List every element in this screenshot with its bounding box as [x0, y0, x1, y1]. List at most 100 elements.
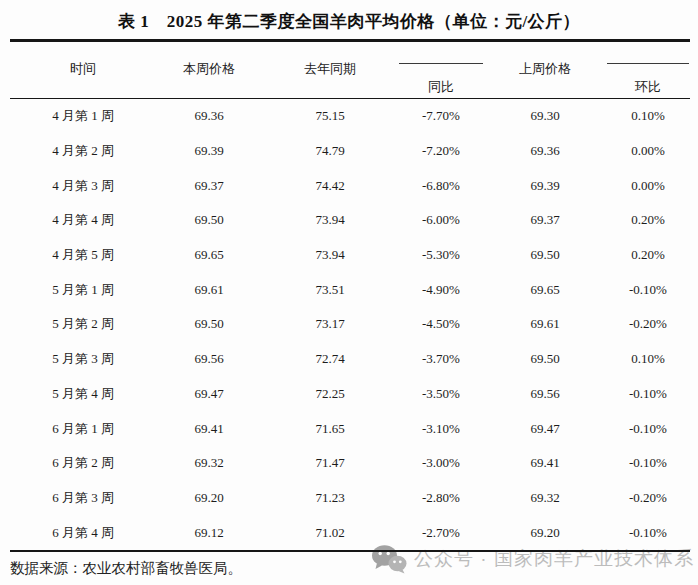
table-cell: 0.10%: [606, 351, 690, 367]
table-cell: 69.39: [156, 143, 262, 159]
table-body: 4 月第 1 周69.3675.15-7.70%69.300.10%4 月第 2…: [10, 99, 690, 550]
table-cell: 4 月第 1 周: [10, 107, 156, 125]
table-row: 5 月第 1 周69.6173.51-4.90%69.65-0.10%: [10, 272, 690, 307]
price-table: 时间 本周价格 去年同期 同比 上周价格 环比 4 月第 1 周69.3675.…: [10, 39, 690, 552]
table-cell: 5 月第 3 周: [10, 350, 156, 368]
table-bottom-rule: [10, 550, 690, 552]
table-cell: 4 月第 3 周: [10, 177, 156, 195]
table-cell: 6 月第 2 周: [10, 454, 156, 472]
table-cell: 69.36: [156, 108, 262, 124]
table-cell: 6 月第 4 周: [10, 524, 156, 542]
spanner-rule: [399, 63, 483, 64]
table-cell: 69.36: [484, 143, 606, 159]
table-cell: 0.20%: [606, 247, 690, 263]
table-cell: 72.74: [262, 351, 398, 367]
table-row: 5 月第 3 周69.5672.74-3.70%69.500.10%: [10, 342, 690, 377]
table-cell: 6 月第 3 周: [10, 489, 156, 507]
table-cell: -3.10%: [398, 421, 484, 437]
table-cell: -3.00%: [398, 455, 484, 471]
table-cell: 69.20: [156, 490, 262, 506]
table-cell: 5 月第 2 周: [10, 315, 156, 333]
column-header-yoy: 同比: [398, 42, 484, 98]
data-source-note: 数据来源：农业农村部畜牧兽医局。: [10, 559, 242, 578]
spanner-rule: [607, 63, 689, 64]
column-header-last-year-same-period: 去年同期: [262, 42, 398, 98]
table-header-row: 时间 本周价格 去年同期 同比 上周价格 环比: [10, 42, 690, 99]
table-cell: 0.10%: [606, 108, 690, 124]
table-cell: -7.70%: [398, 108, 484, 124]
table-cell: -3.70%: [398, 351, 484, 367]
table-cell: 71.47: [262, 455, 398, 471]
table-cell: -0.10%: [606, 282, 690, 298]
table-cell: 4 月第 5 周: [10, 246, 156, 264]
table-cell: 69.12: [156, 525, 262, 541]
table-cell: 75.15: [262, 108, 398, 124]
column-header-label: 环比: [606, 78, 690, 96]
table-cell: -2.70%: [398, 525, 484, 541]
document-page: 表 1 2025 年第二季度全国羊肉平均价格（单位：元/公斤） 公众号 · 国家…: [0, 0, 698, 585]
table-cell: 5 月第 4 周: [10, 385, 156, 403]
table-row: 5 月第 2 周69.5073.17-4.50%69.61-0.20%: [10, 307, 690, 342]
column-header-label: 本周价格: [156, 60, 262, 78]
table-row: 4 月第 3 周69.3774.42-6.80%69.390.00%: [10, 168, 690, 203]
table-cell: -0.10%: [606, 455, 690, 471]
table-cell: 69.32: [156, 455, 262, 471]
table-cell: -0.20%: [606, 316, 690, 332]
table-cell: 69.50: [484, 247, 606, 263]
table-cell: -0.10%: [606, 386, 690, 402]
table-cell: 69.56: [156, 351, 262, 367]
table-cell: 0.00%: [606, 178, 690, 194]
table-cell: 5 月第 1 周: [10, 281, 156, 299]
table-cell: -0.10%: [606, 525, 690, 541]
column-header-label: 上周价格: [484, 60, 606, 78]
table-row: 6 月第 3 周69.2071.23-2.80%69.32-0.20%: [10, 481, 690, 516]
table-cell: 69.30: [484, 108, 606, 124]
table-cell: 0.20%: [606, 212, 690, 228]
table-cell: -0.10%: [606, 421, 690, 437]
table-cell: -7.20%: [398, 143, 484, 159]
table-cell: 69.50: [156, 212, 262, 228]
table-cell: 71.65: [262, 421, 398, 437]
table-cell: -6.00%: [398, 212, 484, 228]
table-row: 4 月第 5 周69.6573.94-5.30%69.500.20%: [10, 238, 690, 273]
table-row: 6 月第 4 周69.1271.02-2.70%69.20-0.10%: [10, 515, 690, 550]
column-header-label: 时间: [10, 60, 156, 78]
table-row: 4 月第 4 周69.5073.94-6.00%69.370.20%: [10, 203, 690, 238]
table-cell: 73.94: [262, 247, 398, 263]
table-cell: 4 月第 2 周: [10, 142, 156, 160]
table-cell: 73.17: [262, 316, 398, 332]
table-cell: 73.51: [262, 282, 398, 298]
table-cell: 69.37: [484, 212, 606, 228]
table-cell: 69.65: [156, 247, 262, 263]
table-cell: -4.90%: [398, 282, 484, 298]
table-cell: -5.30%: [398, 247, 484, 263]
table-cell: 69.20: [484, 525, 606, 541]
table-row: 5 月第 4 周69.4772.25-3.50%69.56-0.10%: [10, 377, 690, 412]
table-cell: 0.00%: [606, 143, 690, 159]
table-row: 4 月第 1 周69.3675.15-7.70%69.300.10%: [10, 99, 690, 134]
table-cell: 69.41: [484, 455, 606, 471]
column-header-last-week-price: 上周价格: [484, 42, 606, 98]
table-cell: 69.37: [156, 178, 262, 194]
table-cell: 69.56: [484, 386, 606, 402]
table-cell: 69.50: [156, 316, 262, 332]
table-cell: 69.41: [156, 421, 262, 437]
table-cell: 71.23: [262, 490, 398, 506]
table-cell: 69.32: [484, 490, 606, 506]
table-cell: 69.50: [484, 351, 606, 367]
table-cell: 69.61: [156, 282, 262, 298]
column-header-label: 去年同期: [262, 60, 398, 78]
table-row: 4 月第 2 周69.3974.79-7.20%69.360.00%: [10, 134, 690, 169]
table-cell: 69.61: [484, 316, 606, 332]
table-cell: 71.02: [262, 525, 398, 541]
table-cell: 69.65: [484, 282, 606, 298]
table-cell: 69.47: [156, 386, 262, 402]
table-cell: -6.80%: [398, 178, 484, 194]
table-cell: -0.20%: [606, 490, 690, 506]
table-cell: 4 月第 4 周: [10, 211, 156, 229]
table-row: 6 月第 1 周69.4171.65-3.10%69.47-0.10%: [10, 411, 690, 446]
table-cell: 73.94: [262, 212, 398, 228]
table-title: 表 1 2025 年第二季度全国羊肉平均价格（单位：元/公斤）: [0, 10, 698, 33]
table-cell: -4.50%: [398, 316, 484, 332]
table-cell: 69.39: [484, 178, 606, 194]
